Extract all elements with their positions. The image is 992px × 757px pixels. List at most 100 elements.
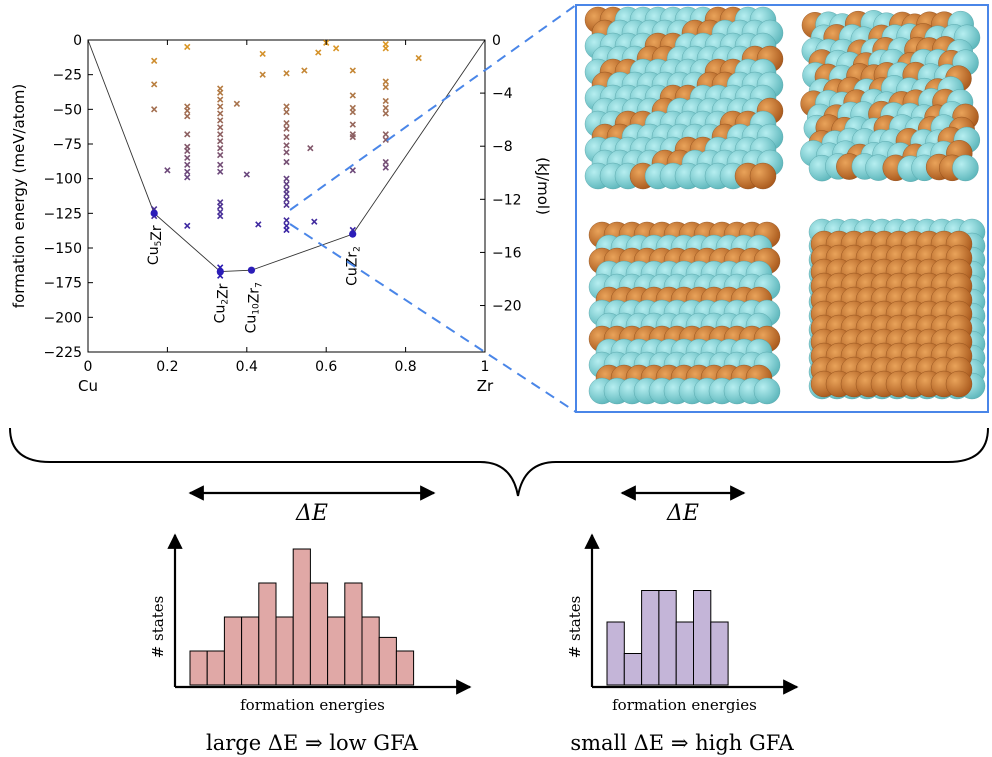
structure-marker <box>382 104 389 112</box>
structure-marker <box>283 125 290 132</box>
small-bar <box>710 621 729 686</box>
y-tick-label: −225 <box>44 345 82 361</box>
hull-point <box>349 230 357 238</box>
hull-point <box>150 209 158 217</box>
structure-marker <box>184 43 191 51</box>
structure-marker <box>184 107 191 114</box>
structure-marker <box>217 96 224 103</box>
cu-atom <box>945 370 973 398</box>
structure-marker <box>382 97 389 105</box>
structure-marker <box>217 161 224 168</box>
structure-marker <box>283 190 290 198</box>
cu-atom <box>749 162 777 190</box>
structure-marker <box>283 158 290 166</box>
y2-tick-label: 0 <box>492 33 501 49</box>
structure-marker <box>349 108 356 116</box>
structure-marker <box>332 45 340 52</box>
zr-atom <box>753 377 781 405</box>
structure-marker <box>184 168 191 175</box>
large-bar <box>258 582 277 686</box>
large-bar <box>206 650 225 686</box>
hull-line <box>87 39 486 273</box>
structure-marker <box>283 181 290 188</box>
histogram-large-spread: # states formation energies ΔE <box>149 485 472 714</box>
structure-marker <box>217 144 224 152</box>
structure-markers <box>151 39 422 279</box>
x-left-end-label: Cu <box>78 377 98 395</box>
y-tick-label: −175 <box>44 276 82 292</box>
structure-marker <box>217 89 224 96</box>
large-range-label: ΔE <box>295 501 328 526</box>
structure-marker <box>382 164 389 171</box>
structure-marker <box>184 147 191 155</box>
large-bar <box>395 650 415 686</box>
large-y-label: # states <box>149 596 167 659</box>
large-bar <box>327 616 346 686</box>
structure-marker <box>382 78 389 85</box>
structure-marker <box>382 136 389 144</box>
large-bar <box>189 650 208 686</box>
structure-marker <box>217 110 224 117</box>
structure-marker <box>415 54 422 62</box>
structure-marker <box>283 196 290 203</box>
structure-marker <box>217 124 224 131</box>
zoom-line-bottom <box>289 223 577 413</box>
small-y-label: # states <box>566 596 584 659</box>
structure-marker <box>349 121 356 128</box>
histogram-small-spread: # states formation energies ΔE <box>566 485 799 714</box>
structure-marker <box>217 117 224 124</box>
large-bar <box>378 636 397 686</box>
zoom-callout <box>289 4 989 413</box>
structure-marker <box>382 83 389 91</box>
hull-point <box>247 266 256 274</box>
structure-marker <box>255 221 262 228</box>
structure-marker <box>151 81 158 88</box>
structure-marker <box>311 218 318 225</box>
large-x-label: formation energies <box>240 696 385 714</box>
structure-marker <box>283 175 290 182</box>
structure-marker <box>164 167 171 174</box>
x-tick-label: 0.6 <box>315 359 337 375</box>
small-bar <box>606 621 625 686</box>
large-bar <box>241 616 260 686</box>
structure-marker <box>283 149 290 156</box>
structure-marker <box>349 67 356 74</box>
y2-axis-label: (kJ/mol) <box>534 157 552 215</box>
small-range-label: ΔE <box>666 501 699 526</box>
structure-marker <box>217 131 224 138</box>
large-bar <box>275 616 294 686</box>
x-right-end-label: Zr <box>477 377 494 395</box>
structure-marker <box>301 67 308 74</box>
y-tick-label: −125 <box>44 206 82 222</box>
structure-marker <box>307 144 314 152</box>
structure-marker <box>184 113 191 120</box>
small-bar <box>693 590 712 686</box>
small-x-label: formation energies <box>612 696 757 714</box>
structure-marker <box>283 103 290 110</box>
structure-marker <box>217 168 224 175</box>
y2-tick-label: −4 <box>492 86 513 102</box>
structure-marker <box>349 167 356 174</box>
y-tick-label: −100 <box>44 172 82 188</box>
structure-marker <box>283 142 290 149</box>
structure-marker <box>217 212 224 220</box>
y2-tick-label: −12 <box>492 192 522 208</box>
structure-marker <box>184 222 191 229</box>
structure-marker <box>184 174 191 181</box>
axis-ticks: 0 0.2 0.4 0.6 0.8 1 0 −25 −50 −75 −100 −125 −150 −175… <box>44 33 522 375</box>
structure-marker <box>382 131 389 138</box>
x-tick-label: 0 <box>84 359 93 375</box>
x-tick-label: 0.4 <box>236 359 258 375</box>
structure-marker <box>233 100 241 107</box>
structure-marker <box>151 106 158 113</box>
small-bar <box>658 590 677 686</box>
y2-tick-label: −16 <box>492 245 522 261</box>
structure-marker <box>259 71 266 78</box>
hull-point-label: Cu10Zr7 <box>243 282 264 333</box>
structure-marker <box>382 110 389 117</box>
structure-marker <box>283 226 290 234</box>
structure-marker <box>349 92 356 99</box>
x-tick-label: 0.8 <box>394 359 416 375</box>
